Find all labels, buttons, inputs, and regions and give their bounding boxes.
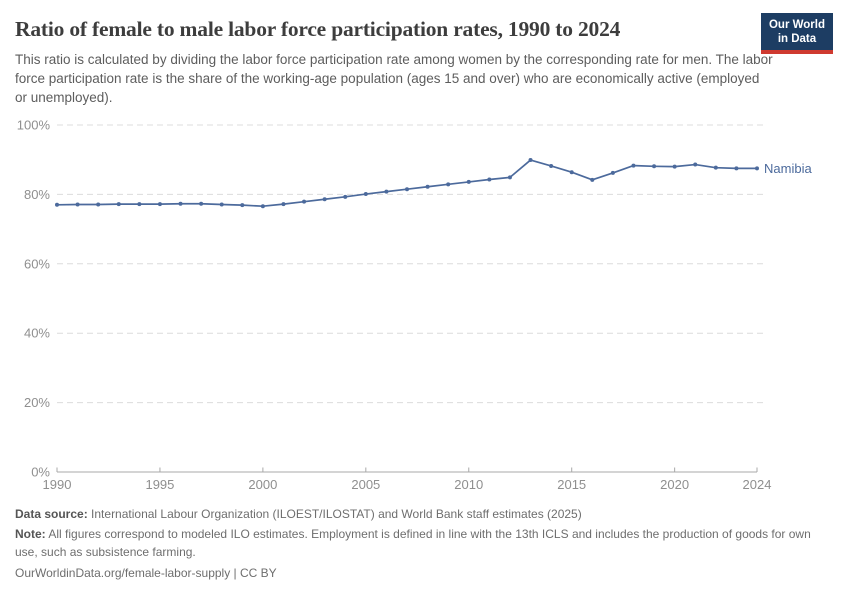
data-point[interactable] xyxy=(302,199,307,204)
canonical-url-link[interactable]: OurWorldinData.org/female-labor-supply xyxy=(15,566,231,581)
data-point[interactable] xyxy=(590,177,595,182)
note-label: Note: xyxy=(15,527,46,542)
data-point[interactable] xyxy=(322,197,327,202)
data-point[interactable] xyxy=(55,202,59,207)
data-source-label: Data source: xyxy=(15,507,88,521)
entity-label-namibia[interactable]: Namibia xyxy=(764,161,812,176)
data-point[interactable] xyxy=(343,194,348,199)
x-axis-tick-label: 2015 xyxy=(557,477,586,492)
y-axis-tick-label: 40% xyxy=(24,326,50,341)
data-point[interactable] xyxy=(652,164,657,169)
note-text: All figures correspond to modeled ILO es… xyxy=(15,527,811,559)
x-axis-tick-label: 1995 xyxy=(145,477,174,492)
data-point[interactable] xyxy=(693,162,698,167)
data-source-text: International Labour Organization (ILOES… xyxy=(91,507,582,521)
data-point[interactable] xyxy=(116,202,121,207)
y-axis-tick-label: 80% xyxy=(24,187,50,202)
data-point[interactable] xyxy=(734,166,739,171)
data-point[interactable] xyxy=(96,202,101,207)
data-point[interactable] xyxy=(507,175,512,180)
y-axis-tick-label: 100% xyxy=(17,118,51,133)
data-point[interactable] xyxy=(425,184,430,189)
owid-logo[interactable]: Our World in Data xyxy=(760,13,833,55)
license-line: OurWorldinData.org/female-labor-supply |… xyxy=(15,565,835,582)
owid-logo-line2: in Data xyxy=(777,33,817,46)
data-point[interactable] xyxy=(672,164,677,169)
x-axis-tick-label: 2020 xyxy=(660,477,689,492)
data-point[interactable] xyxy=(446,182,451,187)
chart-header: Ratio of female to male labor force part… xyxy=(0,0,850,108)
y-axis-tick-label: 60% xyxy=(24,256,50,271)
x-axis-tick-label: 2010 xyxy=(454,477,483,492)
x-axis-tick-label: 2000 xyxy=(248,477,277,492)
data-point[interactable] xyxy=(199,201,204,206)
data-point[interactable] xyxy=(219,202,224,207)
data-point[interactable] xyxy=(281,202,286,207)
page-title: Ratio of female to male labor force part… xyxy=(15,17,621,41)
data-point[interactable] xyxy=(549,163,554,168)
x-axis-tick-label: 2005 xyxy=(351,477,380,492)
data-point[interactable] xyxy=(466,179,471,184)
license-label[interactable]: CC BY xyxy=(240,566,277,581)
data-point[interactable] xyxy=(178,201,183,206)
data-source-line: Data source: International Labour Organi… xyxy=(15,506,835,523)
y-axis-tick-label: 20% xyxy=(24,395,50,410)
data-point[interactable] xyxy=(75,202,80,207)
license-separator: | xyxy=(230,566,240,581)
data-point[interactable] xyxy=(405,187,409,192)
data-point[interactable] xyxy=(569,170,574,175)
data-point[interactable] xyxy=(631,163,636,168)
y-axis-tick-label: 0% xyxy=(31,465,50,480)
chart-footer: Data source: International Labour Organi… xyxy=(15,506,835,586)
owid-logo-line1: Our World xyxy=(768,19,825,31)
data-point[interactable] xyxy=(157,202,162,207)
data-point[interactable] xyxy=(528,158,533,163)
data-point[interactable] xyxy=(487,177,492,182)
data-point[interactable] xyxy=(137,202,142,207)
note-line: Note: All figures correspond to modeled … xyxy=(15,526,835,561)
chart-subtitle: This ratio is calculated by dividing the… xyxy=(15,52,773,105)
data-point[interactable] xyxy=(260,204,265,209)
data-point[interactable] xyxy=(755,166,759,171)
line-chart[interactable]: 0% 20% 40% 60% 80% 100% 1990 1995 2000 2005 2010 20… xyxy=(0,112,850,497)
data-point[interactable] xyxy=(713,165,718,170)
x-axis-tick-label: 2024 xyxy=(743,477,772,492)
data-point[interactable] xyxy=(384,189,389,194)
trend-line[interactable] xyxy=(56,159,758,208)
data-point[interactable] xyxy=(240,203,245,208)
x-axis-tick-label: 1990 xyxy=(43,477,72,492)
data-point[interactable] xyxy=(610,170,615,175)
data-point[interactable] xyxy=(363,192,368,197)
